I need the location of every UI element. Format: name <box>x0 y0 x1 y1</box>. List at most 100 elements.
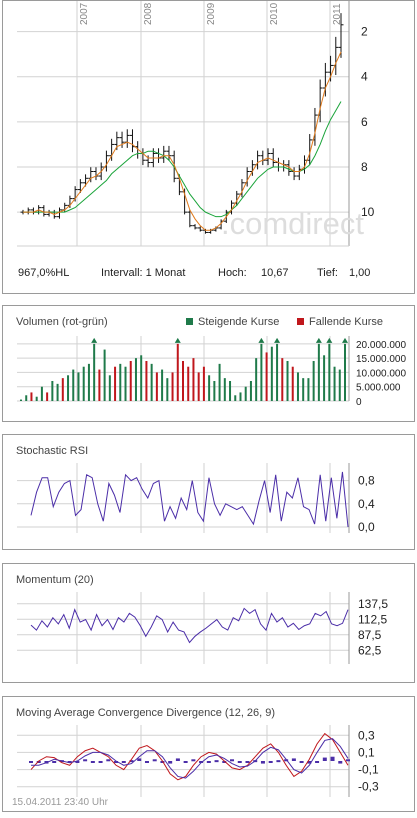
macd-histogram-bar <box>106 759 111 762</box>
watermark: .comdirect <box>221 206 364 241</box>
legend-up-swatch <box>186 318 193 325</box>
stoch-tick-label: 0,4 <box>358 497 375 511</box>
volume-bar <box>103 349 106 401</box>
volume-bar <box>40 386 43 401</box>
volume-bar <box>176 343 179 401</box>
volume-tick-label: 15.000.000 <box>356 354 406 365</box>
volume-bar <box>25 395 28 401</box>
momentum-tick-label: 137,5 <box>358 597 388 611</box>
volume-bar <box>124 366 127 401</box>
macd-histogram-bar <box>175 758 180 761</box>
volume-overflow-marker <box>326 337 333 343</box>
macd-histogram-bar <box>276 760 281 763</box>
volume-bar <box>98 369 101 401</box>
volume-bar <box>161 369 164 401</box>
volume-chart: 20.000.000 15.000.000 10.000.000 5.000.000 0 <box>17 336 406 408</box>
volume-bar <box>255 358 258 401</box>
macd-histogram-bar <box>152 759 157 762</box>
year-label: 2007 <box>79 2 90 25</box>
macd-tick-label: 0,3 <box>358 728 375 742</box>
volume-bar <box>67 375 70 401</box>
macd-histogram-bar <box>52 761 57 763</box>
macd-histogram-bar <box>36 761 41 763</box>
volume-bar <box>312 361 315 401</box>
macd-histogram-bar <box>168 761 173 764</box>
macd-histogram-bar <box>183 761 188 763</box>
macd-histogram-bar <box>291 758 296 761</box>
volume-bar <box>218 363 221 401</box>
stoch-rsi-panel: Stochastic RSI 0,8 0,4 0,0 <box>2 434 415 550</box>
volume-tick-label: 0 <box>356 397 362 408</box>
macd-histogram-bar <box>214 760 219 763</box>
price-chart: .comdirect 2007 2008 2009 2010 2011 10 8 6 4 2 <box>17 1 375 247</box>
volume-bar <box>344 343 346 401</box>
volume-bar <box>56 383 59 401</box>
momentum-panel: Momentum (20) 137,5 112,5 87,5 62,5 <box>2 563 415 683</box>
volume-bar <box>338 369 341 401</box>
volume-bar <box>302 378 305 401</box>
legend-up-label: Steigende Kurse <box>198 316 280 328</box>
stoch-tick-label: 0,8 <box>358 474 375 488</box>
momentum-tick-label: 87,5 <box>358 628 382 642</box>
volume-bar <box>114 366 117 401</box>
macd-histogram-bar <box>245 761 250 763</box>
macd-histogram-bar <box>338 761 343 764</box>
macd-tick-label: -0,1 <box>358 763 379 777</box>
volume-bar <box>213 381 216 401</box>
volume-bar <box>171 372 174 401</box>
volume-bar <box>197 372 200 401</box>
volume-bar <box>82 366 85 401</box>
macd-histogram-bar <box>222 761 227 763</box>
price-tick-label: 10 <box>361 205 375 219</box>
timestamp: 15.04.2011 23:40 Uhr <box>12 797 109 808</box>
momentum-line <box>30 607 349 644</box>
change-text: 967,0%HL <box>18 267 70 279</box>
volume-tick-label: 20.000.000 <box>356 340 406 351</box>
volume-overflow-marker <box>342 337 348 343</box>
interval-text: Intervall: 1 Monat <box>101 267 186 279</box>
volume-bar <box>155 372 158 401</box>
volume-bar <box>93 343 96 401</box>
volume-bar <box>119 363 122 401</box>
volume-bar <box>140 355 143 401</box>
volume-bar <box>77 372 80 401</box>
year-label: 2009 <box>206 2 217 25</box>
legend-up: Steigende Kurse <box>186 316 279 328</box>
volume-bar <box>72 369 75 401</box>
year-label: 2010 <box>269 2 280 25</box>
macd-histogram-bar <box>160 761 165 763</box>
volume-bar <box>150 363 153 401</box>
macd-histogram-bar <box>260 761 265 764</box>
legend-down-swatch <box>297 318 304 325</box>
macd-histogram-bar <box>121 761 126 763</box>
volume-bar <box>129 361 132 401</box>
volume-bar <box>276 343 279 401</box>
macd-histogram-bar <box>315 761 320 763</box>
volume-bar <box>51 381 54 401</box>
macd-histogram-bar <box>237 761 242 763</box>
macd-histogram-bar <box>330 756 335 761</box>
macd-panel: Moving Average Convergence Divergence (1… <box>2 696 415 812</box>
volume-tick-label: 10.000.000 <box>356 368 406 379</box>
macd-line <box>30 732 349 781</box>
macd-histogram-bar <box>307 761 312 764</box>
volume-bar <box>239 392 242 401</box>
price-chart-panel: .comdirect 2007 2008 2009 2010 2011 10 8 6 4 2 9… <box>2 0 415 294</box>
volume-bar <box>223 378 226 401</box>
macd-histogram-bar <box>144 761 149 763</box>
macd-histogram-bar <box>268 761 273 763</box>
volume-bar <box>145 361 148 401</box>
stoch-rsi-chart: 0,8 0,4 0,0 <box>17 463 375 534</box>
volume-bar <box>61 378 64 401</box>
volume-bar <box>291 366 294 401</box>
volume-title: Volumen (rot-grün) <box>16 316 108 328</box>
macd-histogram-bar <box>346 759 350 762</box>
macd-histogram-bar <box>129 760 134 763</box>
momentum-title: Momentum (20) <box>16 574 94 586</box>
volume-bar <box>296 372 299 401</box>
macd-histogram-bar <box>90 761 95 763</box>
volume-overflow-marker <box>274 337 281 343</box>
macd-signal-line <box>31 738 349 779</box>
price-tick-label: 4 <box>361 70 368 84</box>
